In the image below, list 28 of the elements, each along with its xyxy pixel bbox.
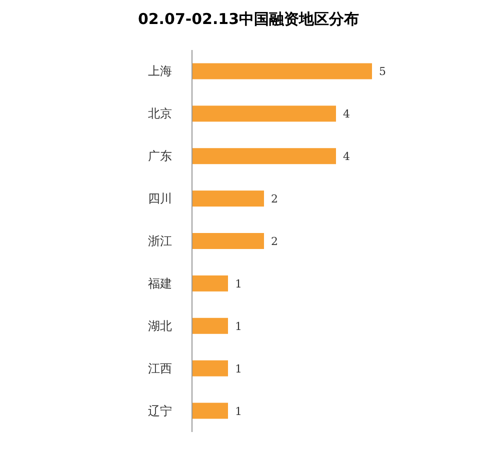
bar [192, 275, 228, 292]
data-label: 2 [271, 192, 278, 206]
y-tick-label: 辽宁 [148, 404, 172, 418]
bar [192, 402, 228, 419]
data-label: 1 [235, 277, 242, 290]
y-tick-label: 四川 [148, 192, 172, 206]
bar [192, 63, 372, 80]
bar [192, 360, 228, 376]
bar [192, 148, 336, 164]
bar [192, 318, 228, 334]
bar [192, 106, 336, 122]
data-label: 1 [235, 404, 242, 418]
data-label: 4 [343, 150, 350, 164]
bar [192, 190, 264, 207]
data-label: 5 [379, 65, 386, 78]
data-label: 2 [271, 235, 278, 248]
data-label: 1 [235, 362, 242, 376]
chart-title: 02.07-02.13中国融资地区分布 [138, 10, 360, 28]
data-label: 4 [343, 108, 350, 121]
data-label: 1 [235, 320, 242, 333]
y-tick-label: 湖北 [148, 318, 172, 333]
y-tick-label: 广东 [148, 149, 172, 164]
y-tick-label: 浙江 [148, 234, 172, 248]
bar [192, 233, 264, 249]
y-tick-label: 上海 [148, 64, 172, 78]
y-tick-label: 江西 [148, 361, 172, 376]
y-tick-label: 福建 [148, 276, 172, 290]
y-tick-label: 北京 [148, 106, 172, 121]
